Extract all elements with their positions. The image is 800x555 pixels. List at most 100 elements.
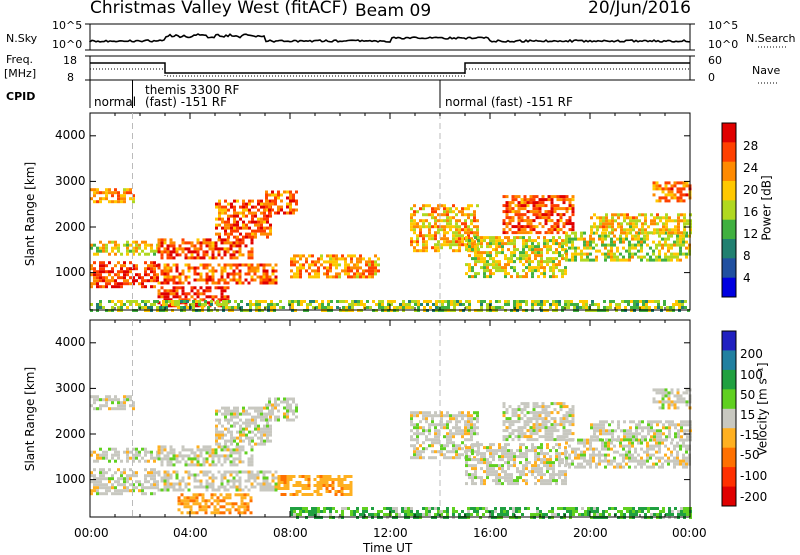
- power-cell-12: [574, 252, 577, 256]
- power-cell-0: [93, 194, 96, 198]
- velocity-cell-8: [331, 478, 335, 481]
- velocity-cell-4: [199, 479, 203, 483]
- velocity-cell-6: [260, 439, 263, 443]
- power-cell-15: [516, 300, 519, 303]
- velocity-cell-12: [586, 438, 589, 442]
- power-cell-3: [220, 238, 224, 242]
- velocity-cell-4: [214, 476, 218, 480]
- power-cell-6: [239, 205, 242, 209]
- power-cell-10: [471, 248, 474, 252]
- velocity-cell-1: [156, 480, 159, 484]
- power-cell-12: [664, 243, 667, 247]
- power-cell-14: [658, 199, 662, 203]
- power-cell-15: [390, 300, 393, 303]
- velocity-cell-5: [183, 499, 187, 503]
- velocity-cell-9: [458, 426, 461, 430]
- velocity-cell-0: [132, 401, 135, 405]
- velocity-cell-5: [237, 493, 241, 497]
- power-cell-9: [437, 225, 440, 229]
- power-cell-5: [160, 292, 164, 296]
- velocity-cell-12: [616, 450, 619, 454]
- velocity-cell-11: [538, 423, 542, 427]
- velocity-cell-10: [471, 458, 474, 462]
- power-cell-15: [591, 300, 594, 303]
- power-cell-3: [190, 250, 194, 254]
- power-cell-12: [664, 255, 667, 259]
- velocity-cell-15: [305, 507, 308, 510]
- velocity-cell-6: [239, 433, 242, 437]
- velocity-cell-10: [492, 473, 495, 477]
- power-cell-11: [538, 198, 542, 202]
- velocity-cell-8: [334, 493, 338, 496]
- power-cell-15: [222, 306, 225, 309]
- power-cell-11: [532, 225, 536, 229]
- power-cell-13: [662, 228, 665, 232]
- power-cell-11: [523, 195, 527, 199]
- power-cell-14: [673, 184, 677, 188]
- power-cell-11: [562, 231, 566, 235]
- velocity-cell-1: [132, 471, 135, 475]
- velocity-cell-8: [349, 487, 353, 490]
- velocity-cell-4: [181, 479, 185, 483]
- power-cell-6: [257, 223, 260, 227]
- power-cell-8: [377, 269, 380, 273]
- power-cell-1: [105, 279, 108, 283]
- power-cell-12: [634, 252, 637, 256]
- power-cell-10: [489, 269, 492, 273]
- velocity-cell-5: [240, 499, 244, 503]
- velocity-cell-4: [265, 488, 269, 492]
- velocity-cell-9: [428, 429, 431, 433]
- power-cell-11: [520, 204, 524, 208]
- power-cell-11: [514, 204, 518, 208]
- power-cell-1: [96, 276, 99, 280]
- power-cell-12: [631, 255, 634, 259]
- power-cell-1: [117, 285, 120, 289]
- velocity-cell-11: [508, 426, 512, 430]
- velocity-cell-7: [283, 400, 286, 404]
- power-cell-15: [135, 300, 138, 303]
- power-cell-11: [571, 195, 575, 199]
- power-cell-5: [208, 295, 212, 299]
- power-cell-3: [211, 256, 215, 260]
- velocity-cell-10: [489, 446, 492, 450]
- power-cell-11: [523, 213, 527, 217]
- velocity-cell-5: [204, 511, 208, 515]
- velocity-cell-5: [201, 496, 205, 500]
- velocity-cell-8: [307, 481, 311, 484]
- power-cell-3: [250, 247, 254, 251]
- power-cell-13: [611, 216, 614, 220]
- velocity-cell-13: [641, 426, 644, 430]
- power-cell-10: [522, 254, 525, 258]
- power-cell-12: [607, 252, 610, 256]
- velocity-cell-10: [537, 458, 540, 462]
- power-cell-12: [664, 231, 667, 235]
- velocity-cell-4: [268, 485, 272, 489]
- power-cell-12: [628, 252, 631, 256]
- power-cell-12: [670, 252, 673, 256]
- velocity-cell-1: [105, 492, 108, 496]
- power-cell-15: [645, 303, 648, 306]
- power-cell-6: [227, 217, 230, 221]
- velocity-cell-9: [473, 411, 476, 415]
- velocity-cell-11: [550, 429, 554, 433]
- velocity-cell-2: [132, 456, 135, 460]
- power-cell-11: [505, 210, 509, 214]
- power-cell-12: [568, 240, 571, 244]
- velocity-cell-8: [295, 493, 299, 496]
- power-cell-10: [471, 266, 474, 270]
- power-cell-4: [205, 266, 209, 270]
- velocity-cell-5: [246, 493, 250, 497]
- velocity-cell-4: [253, 485, 257, 489]
- power-cell-11: [547, 195, 551, 199]
- velocity-cell-12: [592, 459, 595, 463]
- power-cell-13: [632, 216, 635, 220]
- power-cell-1: [129, 276, 132, 280]
- power-cell-3: [169, 238, 173, 242]
- velocity-cell-13: [677, 423, 680, 427]
- power-cell-3: [160, 241, 164, 245]
- velocity-cell-6: [251, 421, 254, 425]
- velocity-cell-11: [505, 417, 509, 421]
- cpid-label: CPID: [6, 90, 36, 103]
- velocity-cell-3: [160, 463, 164, 467]
- power-cell-12: [643, 234, 646, 238]
